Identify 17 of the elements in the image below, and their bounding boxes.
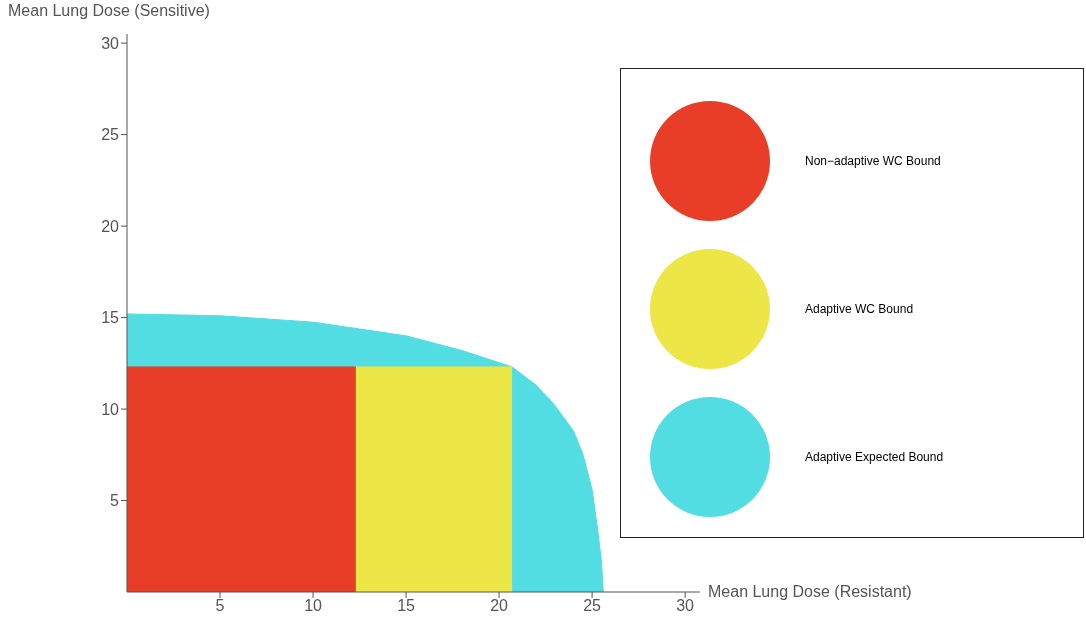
x-axis-title: Mean Lung Dose (Resistant) [708,583,912,600]
x-tick-label: 10 [304,597,323,615]
text: Non−adaptive WC Bound [805,154,941,168]
y-tick-label: 5 [110,492,120,510]
x-tick-label: 20 [490,597,509,615]
y-tick-label: 20 [101,217,120,235]
y-tick-label: 15 [101,309,120,327]
y-axis-title: Mean Lung Dose (Sensitive) [8,2,210,20]
x-tick-label: 25 [583,597,602,615]
text: Adaptive WC Bound [805,302,914,316]
text: Adaptive Expected Bound [805,450,944,464]
x-tick-label: 15 [397,597,416,615]
y-tick-label: 25 [101,126,120,144]
y-tick-label: 30 [101,34,120,52]
x-tick-label: 5 [215,597,225,615]
y-tick-label: 10 [101,400,120,418]
x-tick-label: 30 [676,597,695,615]
